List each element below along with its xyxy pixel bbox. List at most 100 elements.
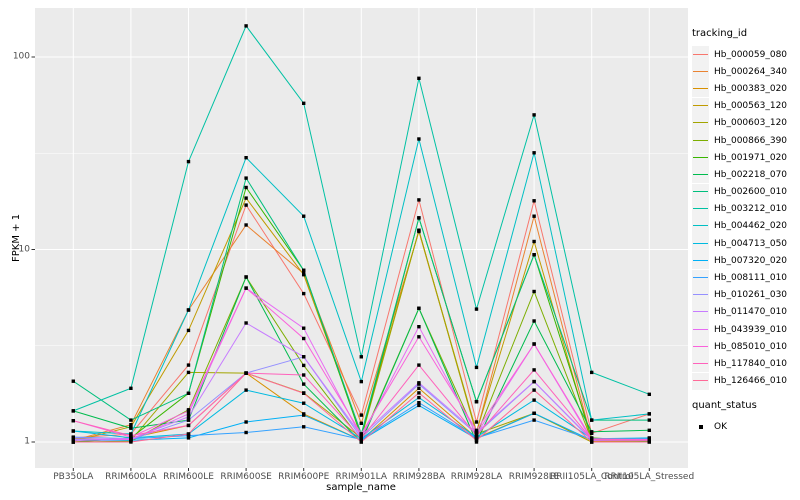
data-point-marker [302, 214, 306, 218]
data-point-marker [532, 319, 536, 323]
legend-label: Hb_004462_020 [714, 221, 788, 232]
legend-key [692, 63, 709, 81]
data-point-marker [417, 401, 421, 405]
data-point-marker [590, 370, 594, 375]
data-point-marker [532, 379, 536, 384]
data-point-marker [532, 113, 536, 117]
legend-quant-status: quant_status OK [692, 400, 757, 435]
data-point-marker [647, 440, 651, 444]
data-point-marker [244, 420, 248, 424]
legend-item: Hb_010261_030 [692, 286, 787, 304]
x-tick-label: RRIM901LA [335, 472, 388, 482]
data-point-marker [244, 185, 248, 190]
data-point-marker [417, 363, 421, 367]
x-tick-label: RRII105LA_Control [549, 472, 634, 482]
data-point-marker [474, 433, 479, 438]
data-point-marker [417, 306, 421, 310]
data-point-marker [71, 440, 75, 444]
x-tick-label: RRIM600SE [220, 472, 272, 482]
legend-key-line-icon [693, 259, 708, 261]
legend-label: Hb_011470_010 [714, 307, 788, 318]
legend-item: Hb_000866_390 [692, 132, 787, 150]
data-point-marker [590, 437, 594, 442]
data-point-marker [647, 412, 651, 416]
legend-key-line-icon [693, 311, 708, 313]
legend-item: Hb_043939_010 [692, 321, 787, 339]
data-point-marker [532, 342, 536, 346]
data-point-marker [244, 388, 248, 392]
data-point-marker [186, 415, 191, 419]
legend-item: Hb_000059_080 [692, 46, 787, 64]
legend-key [692, 269, 709, 287]
legend-key-line-icon [693, 294, 708, 296]
data-point-marker [71, 379, 75, 383]
black-square-marker-icon [698, 424, 703, 429]
data-point-marker [71, 419, 75, 423]
legend-key [692, 132, 709, 150]
data-point-marker [532, 388, 536, 392]
data-point-marker [186, 423, 191, 428]
legend-key [692, 46, 709, 64]
data-point-marker [302, 373, 306, 377]
data-point-marker [417, 391, 421, 395]
data-point-marker [244, 156, 248, 160]
x-tick-label: RRII105LA_Stressed [604, 472, 695, 482]
data-point-marker [359, 413, 363, 417]
legend-key-line-icon [693, 208, 708, 210]
data-point-marker [302, 326, 306, 330]
data-point-marker [474, 420, 479, 424]
data-point-marker [302, 401, 306, 405]
legend-key-line-icon [693, 139, 708, 141]
legend-key-line-icon [693, 173, 708, 175]
y-tick-label: 1 [24, 436, 30, 447]
data-point-marker [129, 423, 133, 427]
data-point-marker [244, 371, 248, 375]
data-point-marker [474, 436, 479, 440]
legend-key [692, 149, 709, 167]
data-point-marker [417, 403, 421, 408]
data-point-marker [417, 381, 421, 385]
data-point-marker [302, 413, 306, 417]
legend-label: Hb_001971_020 [714, 152, 788, 163]
data-point-marker [417, 228, 421, 232]
legend-item: Hb_003212_010 [692, 200, 787, 218]
legend-label: Hb_126466_010 [714, 376, 788, 387]
legend-item: Hb_004462_020 [692, 217, 788, 235]
data-point-marker [186, 436, 191, 440]
legend-label: Hb_002600_010 [714, 187, 788, 198]
x-tick-label: PB350LA [53, 472, 94, 482]
x-axis-title: sample_name [326, 482, 396, 493]
legend-key [692, 235, 709, 253]
data-point-marker [129, 418, 133, 422]
y-axis-title: FPKM + 1 [11, 213, 22, 262]
legend-label: Hb_000383_020 [714, 83, 788, 94]
legend-label: Hb_007320_020 [714, 255, 788, 266]
data-point-marker [532, 199, 536, 203]
data-point-marker [302, 382, 306, 386]
data-point-marker [359, 432, 363, 436]
legend-key-line-icon [693, 362, 708, 364]
data-point-marker [129, 437, 133, 442]
data-point-marker [647, 392, 651, 396]
legend-item: Hb_000603_120 [692, 114, 787, 132]
legend-key-line-icon [693, 225, 708, 227]
x-tick-label: RRIM928BA [392, 472, 446, 482]
legend-key [692, 338, 709, 356]
legend-item: Hb_001971_020 [692, 149, 788, 167]
legend-label: Hb_004713_050 [714, 238, 788, 249]
data-point-marker [186, 409, 191, 413]
legend-item: Hb_008111_010 [692, 269, 787, 287]
legend-key-line-icon [693, 53, 708, 55]
data-point-marker [71, 409, 75, 413]
data-point-marker [474, 428, 479, 432]
data-point-marker [186, 391, 191, 395]
data-point-marker [590, 430, 594, 434]
legend-key-line-icon [693, 191, 708, 193]
legend-key [692, 372, 709, 390]
data-point-marker [302, 268, 306, 272]
legend-label: Hb_002218_070 [714, 169, 788, 180]
legend-item: Hb_000563_120 [692, 97, 787, 115]
data-point-marker [532, 151, 536, 155]
data-point-marker [417, 216, 421, 220]
